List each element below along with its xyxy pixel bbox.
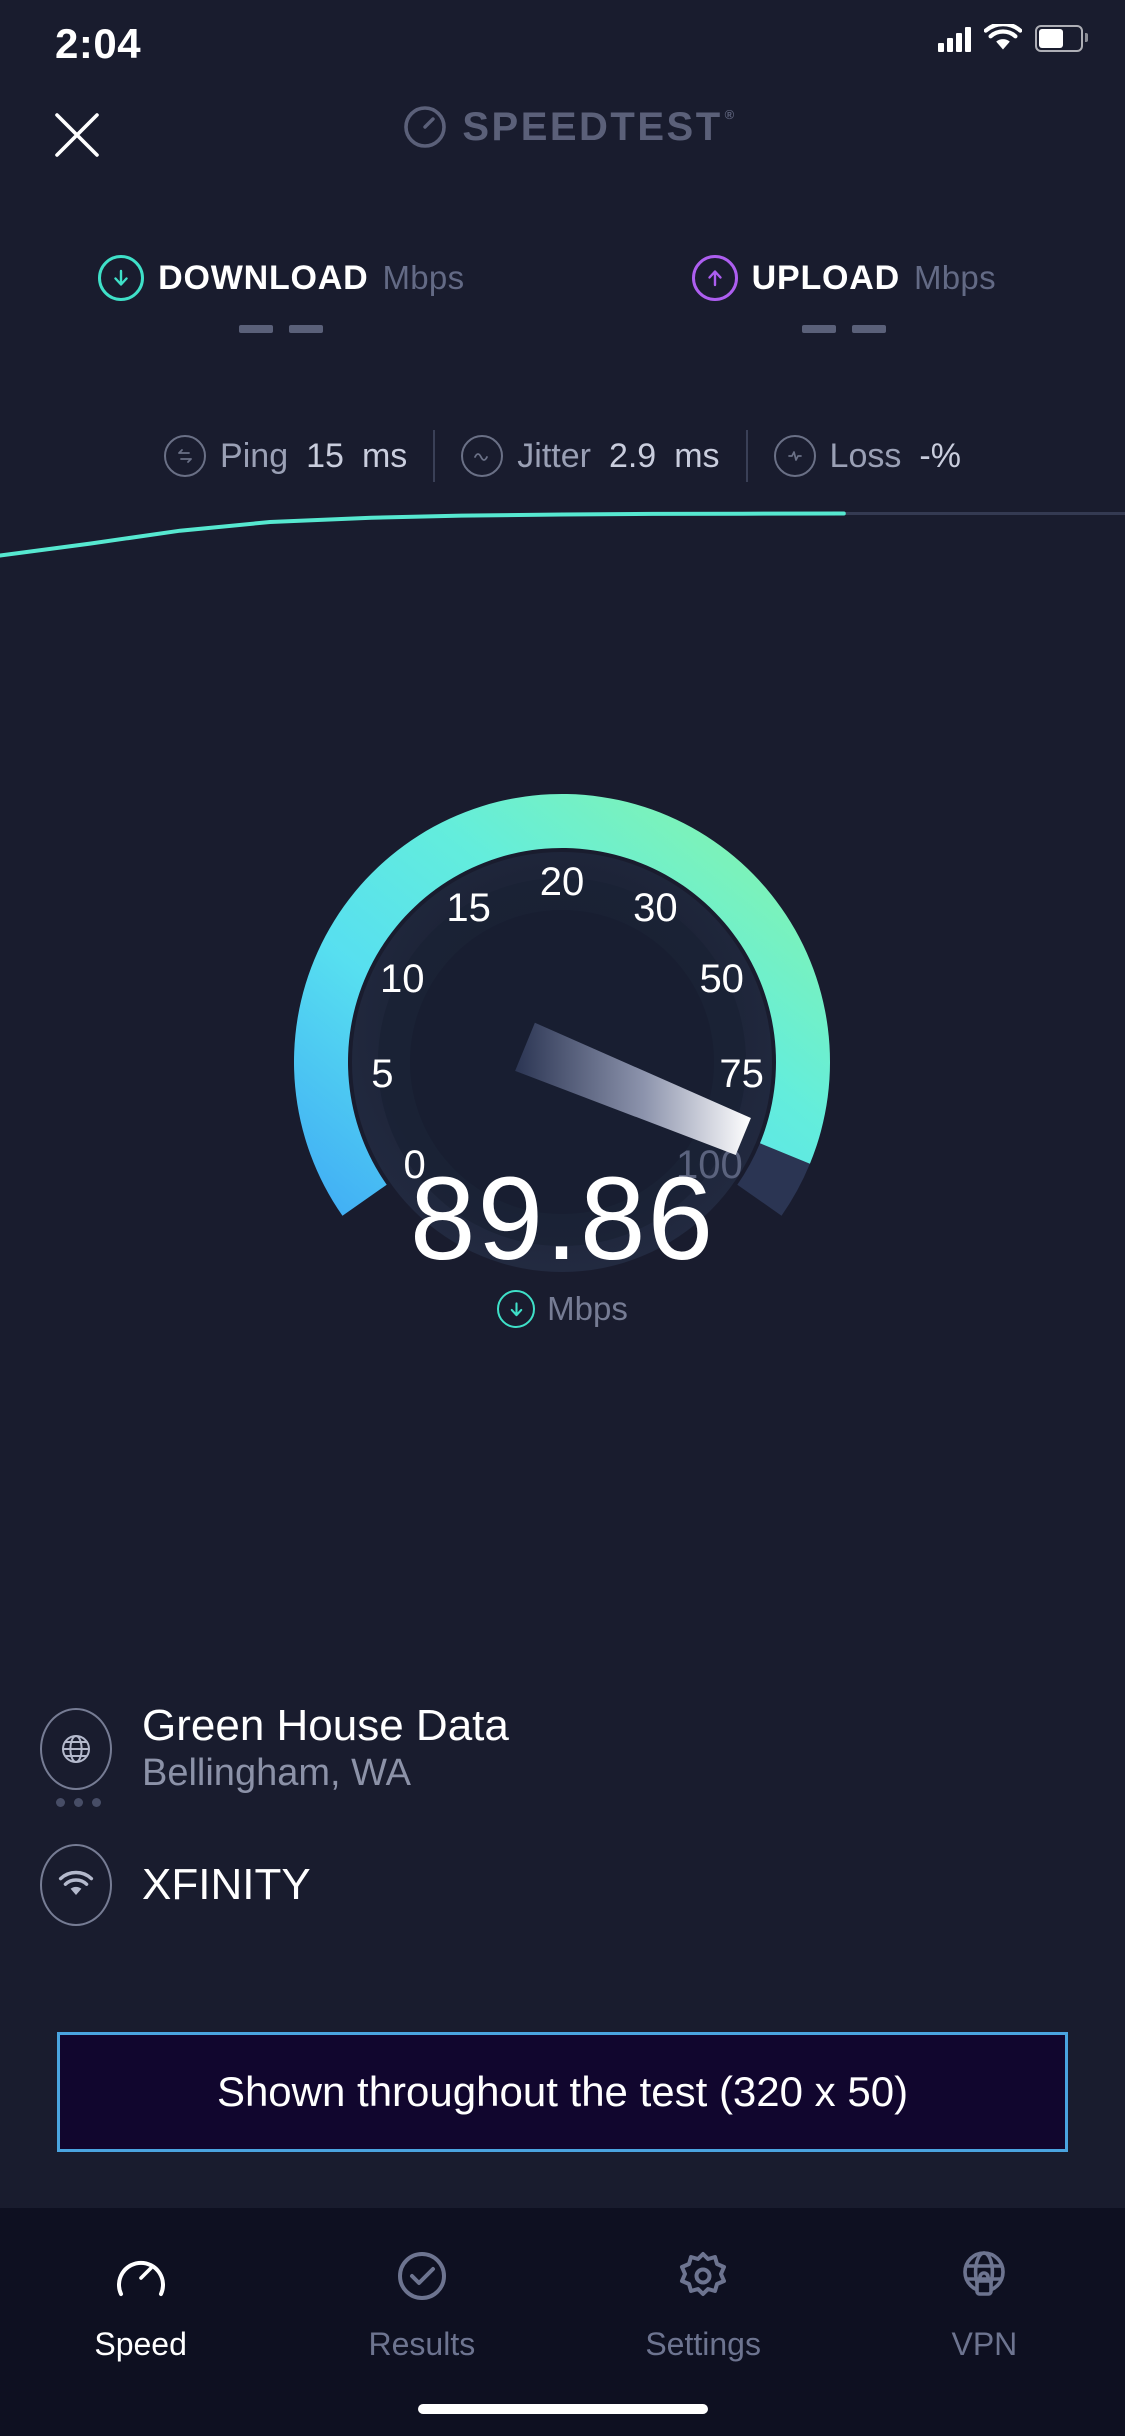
- app-header: SPEEDTEST ®: [0, 96, 1125, 176]
- metric-labels-row: DOWNLOAD Mbps UPLOAD Mbps: [0, 255, 1125, 301]
- loss-icon: [773, 435, 816, 477]
- stat-loss-label: Loss: [829, 436, 902, 475]
- gauge-readout: 89.86 Mbps: [0, 1160, 1125, 1328]
- gauge-speed-value: 89.86: [409, 1153, 716, 1285]
- ping-icon: [164, 435, 207, 477]
- wifi-icon: [40, 1844, 112, 1926]
- stat-ping: Ping 15 ms: [138, 435, 433, 477]
- speedtest-logo-icon: [404, 106, 447, 148]
- gauge-unit-row: Mbps: [0, 1290, 1125, 1328]
- metric-values-row: [0, 325, 1125, 333]
- bottom-tab-bar: Speed Results Settings: [0, 2208, 1125, 2436]
- close-button[interactable]: [38, 96, 116, 174]
- speed-gauge: 0 5 10 15 20 30 50 75 100 89.86 Mbps: [0, 600, 1125, 1340]
- stat-loss: Loss -%: [748, 435, 987, 477]
- gauge-tick-label: 20: [540, 860, 585, 904]
- speedometer-icon: [116, 2260, 165, 2296]
- gauge-needle: [515, 1022, 751, 1155]
- stat-ping-unit: ms: [361, 436, 408, 475]
- isp-name: XFINITY: [142, 1860, 311, 1910]
- gauge-tick-label: 10: [380, 957, 425, 1001]
- gauge-tick-label: 0: [403, 1143, 425, 1187]
- status-bar-time: 2:04: [55, 20, 142, 67]
- battery-icon: [1035, 24, 1088, 52]
- stat-jitter-label: Jitter: [517, 436, 591, 475]
- status-bar-indicators: [938, 24, 1088, 52]
- progress-line-svg: [0, 511, 1125, 558]
- download-value: [239, 325, 324, 333]
- download-arrow-icon: [98, 255, 145, 301]
- ad-banner-text: Shown throughout the test (320 x 50): [216, 2068, 909, 2115]
- gauge-tick-label: 15: [446, 886, 491, 930]
- tab-settings[interactable]: Settings: [563, 2208, 844, 2436]
- ad-banner[interactable]: Shown throughout the test (320 x 50): [57, 2032, 1068, 2152]
- wifi-icon: [984, 24, 1022, 50]
- tab-speed[interactable]: Speed: [0, 2208, 281, 2436]
- tab-settings-label: Settings: [645, 2326, 761, 2362]
- tab-results-label: Results: [368, 2326, 476, 2362]
- download-unit: Mbps: [382, 259, 465, 296]
- upload-metric-label: UPLOAD Mbps: [563, 255, 1125, 301]
- stat-loss-value: -%: [919, 437, 961, 476]
- more-dots-icon: [56, 1798, 101, 1807]
- gauge-tick-label: 30: [633, 886, 678, 930]
- stat-jitter-unit: ms: [674, 436, 720, 475]
- tab-results[interactable]: Results: [281, 2208, 562, 2436]
- gear-icon: [680, 2252, 727, 2296]
- stat-ping-label: Ping: [220, 436, 289, 475]
- close-icon: [55, 113, 99, 157]
- download-arrow-icon: [497, 1290, 536, 1328]
- globe-lock-icon: [963, 2251, 1006, 2296]
- download-metric-label: DOWNLOAD Mbps: [0, 255, 563, 301]
- cellular-signal-icon: [938, 24, 971, 52]
- upload-unit: Mbps: [913, 259, 996, 296]
- check-circle-icon: [397, 2252, 446, 2300]
- jitter-icon: [461, 435, 504, 477]
- server-row[interactable]: Green House Data Bellingham, WA: [0, 1690, 1125, 1808]
- upload-value-wrap: [563, 325, 1125, 333]
- upload-label: UPLOAD: [751, 258, 900, 297]
- stat-jitter: Jitter 2.9 ms: [435, 435, 745, 477]
- globe-icon: [40, 1708, 112, 1807]
- throughput-progress-chart: [0, 500, 1125, 575]
- connection-info: Green House Data Bellingham, WA XFINITY: [0, 1690, 1125, 1944]
- stat-divider: [433, 430, 436, 482]
- gauge-tick-label: 5: [371, 1052, 393, 1096]
- tab-vpn-label: VPN: [951, 2326, 1018, 2362]
- upload-arrow-icon: [691, 255, 738, 301]
- brand-trademark: ®: [724, 106, 737, 122]
- brand-label: SPEEDTEST: [462, 104, 723, 149]
- gauge-unit-label: Mbps: [547, 1290, 628, 1327]
- stat-loss-number: -: [919, 436, 931, 475]
- isp-row[interactable]: XFINITY: [0, 1826, 1125, 1944]
- stat-loss-unit: %: [930, 436, 961, 475]
- brand-logo: SPEEDTEST ®: [0, 104, 1125, 150]
- download-value-wrap: [0, 325, 563, 333]
- download-label: DOWNLOAD: [158, 258, 369, 297]
- stat-jitter-value: 2.9: [608, 436, 657, 475]
- brand-name: SPEEDTEST ®: [462, 104, 734, 150]
- connection-stats-row: Ping 15 ms Jitter 2.9 ms Loss -%: [0, 430, 1125, 482]
- progress-line: [0, 511, 846, 558]
- gauge-tick-label: 75: [719, 1052, 764, 1096]
- stat-divider: [745, 430, 748, 482]
- upload-value: [801, 325, 886, 333]
- server-location: Bellingham, WA: [142, 1751, 411, 1794]
- server-texts: Green House Data Bellingham, WA: [142, 1701, 509, 1798]
- server-name: Green House Data: [142, 1700, 509, 1750]
- stat-ping-value: 15: [306, 436, 344, 475]
- tab-speed-label: Speed: [94, 2326, 187, 2362]
- isp-texts: XFINITY: [142, 1860, 311, 1909]
- tab-vpn[interactable]: VPN: [844, 2208, 1125, 2436]
- home-indicator: [417, 2404, 708, 2414]
- gauge-tick-label: 50: [699, 957, 744, 1001]
- status-bar: 2:04: [0, 0, 1125, 90]
